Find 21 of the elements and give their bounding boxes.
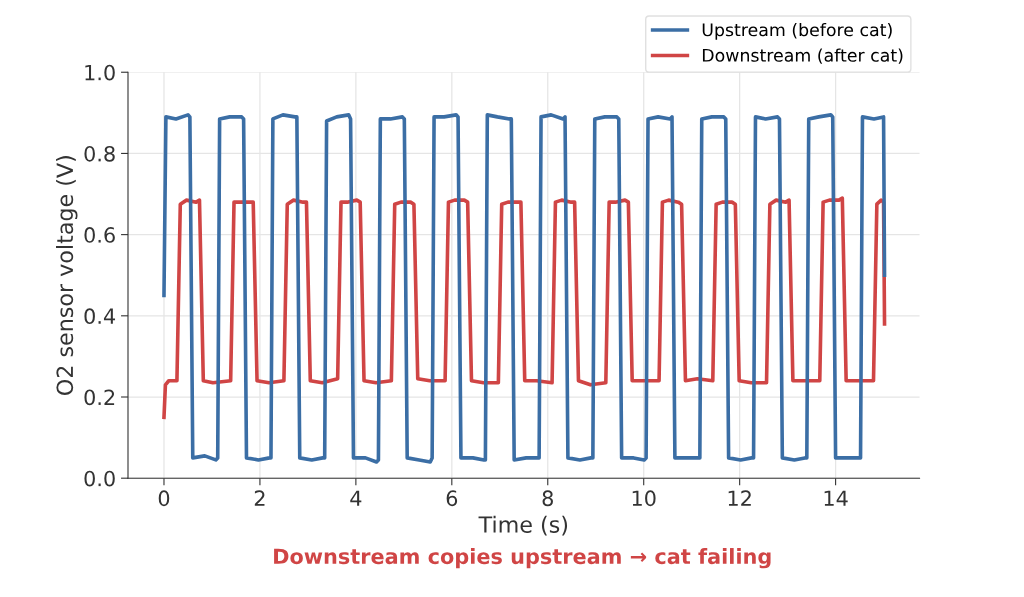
x-axis-title: Time (s) bbox=[478, 515, 568, 536]
y-tick-label: 0.2 bbox=[84, 389, 115, 406]
y-tick-label: 0.4 bbox=[84, 308, 116, 325]
x-tick-label: 8 bbox=[542, 490, 553, 507]
line-series bbox=[162, 113, 887, 464]
y-tick-label: 0.6 bbox=[84, 227, 115, 243]
y-tick-label: 1.0 bbox=[85, 64, 115, 81]
y-axis-title: O2 sensor voltage (V) bbox=[56, 156, 78, 395]
legend-label: Upstream (before cat) bbox=[702, 22, 892, 40]
x-tick-label: 4 bbox=[350, 490, 362, 506]
y-tick-label: 0.8 bbox=[84, 145, 115, 162]
x-tick-label: 14 bbox=[824, 490, 848, 506]
legend-label: Downstream (after cat) bbox=[702, 48, 903, 64]
x-tick-label: 12 bbox=[728, 490, 751, 506]
x-tick-label: 6 bbox=[446, 490, 458, 507]
line-series bbox=[162, 196, 887, 420]
x-tick-label: 0 bbox=[158, 490, 170, 507]
x-tick-label: 2 bbox=[254, 490, 265, 506]
text: Downstream copies upstream → cat failing bbox=[274, 548, 771, 569]
y-tick-label: 0.0 bbox=[84, 470, 115, 487]
x-tick-label: 10 bbox=[632, 490, 656, 507]
